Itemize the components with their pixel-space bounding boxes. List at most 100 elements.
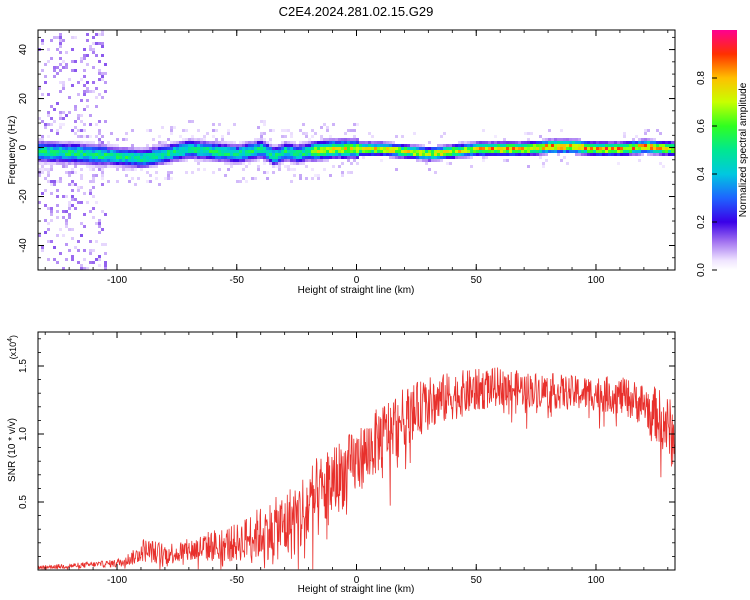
- heatmap-cell: [137, 153, 140, 156]
- heatmap-cell: [257, 147, 260, 150]
- heatmap-cell: [638, 141, 641, 144]
- heatmap-cell: [104, 264, 107, 267]
- heatmap-cell: [98, 60, 101, 63]
- heatmap-cell: [542, 165, 545, 168]
- heatmap-cell: [386, 144, 389, 147]
- heatmap-cell: [632, 147, 635, 150]
- heatmap-cell: [107, 141, 110, 144]
- heatmap-cell: [299, 147, 302, 150]
- heatmap-cell: [254, 147, 257, 150]
- heatmap-cell: [419, 153, 422, 156]
- heatmap-cell: [287, 153, 290, 156]
- heatmap-cell: [62, 147, 65, 150]
- heatmap-cell: [170, 141, 173, 144]
- heatmap-cell: [107, 159, 110, 162]
- heatmap-cell: [233, 153, 236, 156]
- heatmap-cell: [59, 90, 62, 93]
- heatmap-cell: [611, 147, 614, 150]
- heatmap-cell: [338, 165, 341, 168]
- heatmap-cell: [548, 144, 551, 147]
- y-tick-label: -40: [18, 238, 29, 253]
- heatmap-cell: [332, 147, 335, 150]
- heatmap-cell: [71, 228, 74, 231]
- heatmap-cell: [494, 141, 497, 144]
- heatmap-cell: [458, 153, 461, 156]
- heatmap-cell: [293, 144, 296, 147]
- heatmap-cell: [569, 144, 572, 147]
- heatmap-cell: [83, 213, 86, 216]
- heatmap-cell: [656, 153, 659, 156]
- heatmap-cell: [572, 150, 575, 153]
- heatmap-cell: [83, 90, 86, 93]
- heatmap-cell: [275, 162, 278, 165]
- heatmap-cell: [605, 144, 608, 147]
- heatmap-cell: [173, 126, 176, 129]
- heatmap-cell: [167, 144, 170, 147]
- heatmap-cell: [515, 141, 518, 144]
- heatmap-cell: [302, 162, 305, 165]
- heatmap-cell: [578, 150, 581, 153]
- heatmap-cell: [179, 153, 182, 156]
- heatmap-cell: [71, 147, 74, 150]
- heatmap-cell: [47, 159, 50, 162]
- heatmap-cell: [464, 141, 467, 144]
- heatmap-cell: [623, 150, 626, 153]
- heatmap-cell: [422, 156, 425, 159]
- heatmap-cell: [419, 159, 422, 162]
- heatmap-cell: [260, 144, 263, 147]
- heatmap-cell: [413, 144, 416, 147]
- heatmap-cell: [389, 147, 392, 150]
- x-tick-label: 0: [354, 575, 360, 586]
- heatmap-cell: [290, 162, 293, 165]
- heatmap-cell: [119, 153, 122, 156]
- heatmap-cell: [239, 156, 242, 159]
- heatmap-cell: [542, 153, 545, 156]
- heatmap-cell: [80, 162, 83, 165]
- heatmap-cell: [293, 159, 296, 162]
- heatmap-cell: [53, 159, 56, 162]
- heatmap-cell: [650, 141, 653, 144]
- heatmap-cell: [113, 159, 116, 162]
- heatmap-cell: [86, 105, 89, 108]
- heatmap-cell: [353, 156, 356, 159]
- heatmap-cell: [308, 141, 311, 144]
- heatmap-cell: [455, 150, 458, 153]
- heatmap-cell: [275, 147, 278, 150]
- heatmap-cell: [659, 141, 662, 144]
- heatmap-cell: [380, 150, 383, 153]
- heatmap-cell: [212, 135, 215, 138]
- heatmap-cell: [272, 171, 275, 174]
- heatmap-cell: [638, 153, 641, 156]
- heatmap-cell: [158, 183, 161, 186]
- heatmap-cell: [65, 162, 68, 165]
- heatmap-cell: [662, 141, 665, 144]
- heatmap-cell: [65, 51, 68, 54]
- heatmap-cell: [65, 210, 68, 213]
- heatmap-cell: [128, 153, 131, 156]
- heatmap-cell: [266, 141, 269, 144]
- heatmap-cell: [320, 150, 323, 153]
- heatmap-cell: [221, 159, 224, 162]
- snr-x-axis-label: Height of straight line (km): [298, 584, 415, 595]
- heatmap-cell: [89, 165, 92, 168]
- heatmap-cell: [59, 39, 62, 42]
- heatmap-cell: [83, 57, 86, 60]
- heatmap-cell: [83, 159, 86, 162]
- heatmap-cell: [470, 147, 473, 150]
- heatmap-cell: [68, 96, 71, 99]
- heatmap-cell: [521, 153, 524, 156]
- heatmap-cell: [560, 138, 563, 141]
- heatmap-cell: [350, 156, 353, 159]
- heatmap-cell: [101, 177, 104, 180]
- heatmap-cell: [389, 150, 392, 153]
- heatmap-cell: [350, 147, 353, 150]
- heatmap-cell: [632, 153, 635, 156]
- heatmap-cell: [56, 204, 59, 207]
- heatmap-cell: [53, 108, 56, 111]
- heatmap-cell: [89, 141, 92, 144]
- heatmap-cell: [260, 153, 263, 156]
- heatmap-cell: [656, 144, 659, 147]
- heatmap-cell: [590, 141, 593, 144]
- heatmap-cell: [77, 150, 80, 153]
- heatmap-cell: [65, 63, 68, 66]
